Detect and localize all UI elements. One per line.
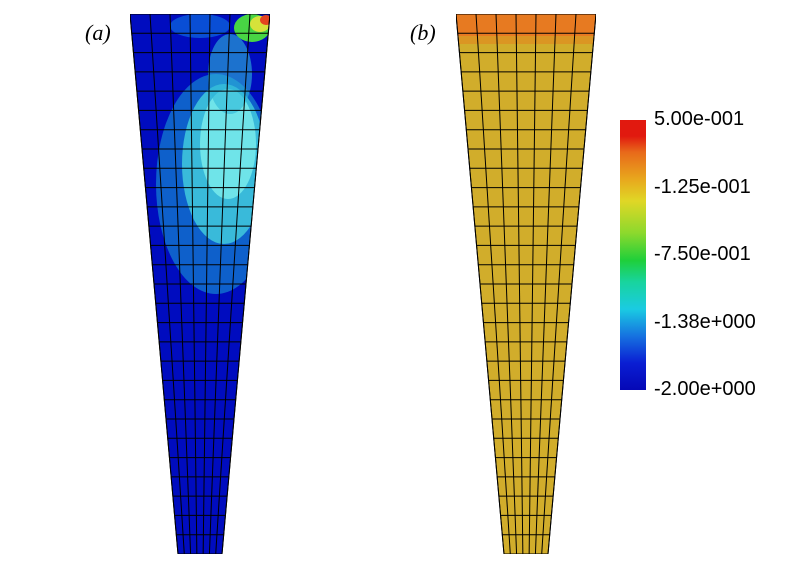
legend-tick-label: 5.00e-001	[654, 108, 744, 131]
legend-tick-label: -2.00e+000	[654, 378, 756, 401]
color-legend: 5.00e-001-1.25e-001-7.50e-001-1.38e+000-…	[620, 120, 780, 420]
figure-stage: (a) (b) 5.00e-001 -1.25e-001 -7.50e-001 -1.…	[0, 0, 787, 573]
label-b: (b)	[410, 20, 436, 46]
legend-tick-label: -1.25e-001	[654, 176, 751, 199]
legend-colorbar	[620, 120, 646, 390]
panel-a	[130, 14, 270, 554]
label-a: (a)	[85, 20, 111, 46]
legend-tick-label: -7.50e-001	[654, 243, 751, 266]
panel-b	[456, 14, 596, 554]
legend-tick-label: -1.38e+000	[654, 311, 756, 334]
